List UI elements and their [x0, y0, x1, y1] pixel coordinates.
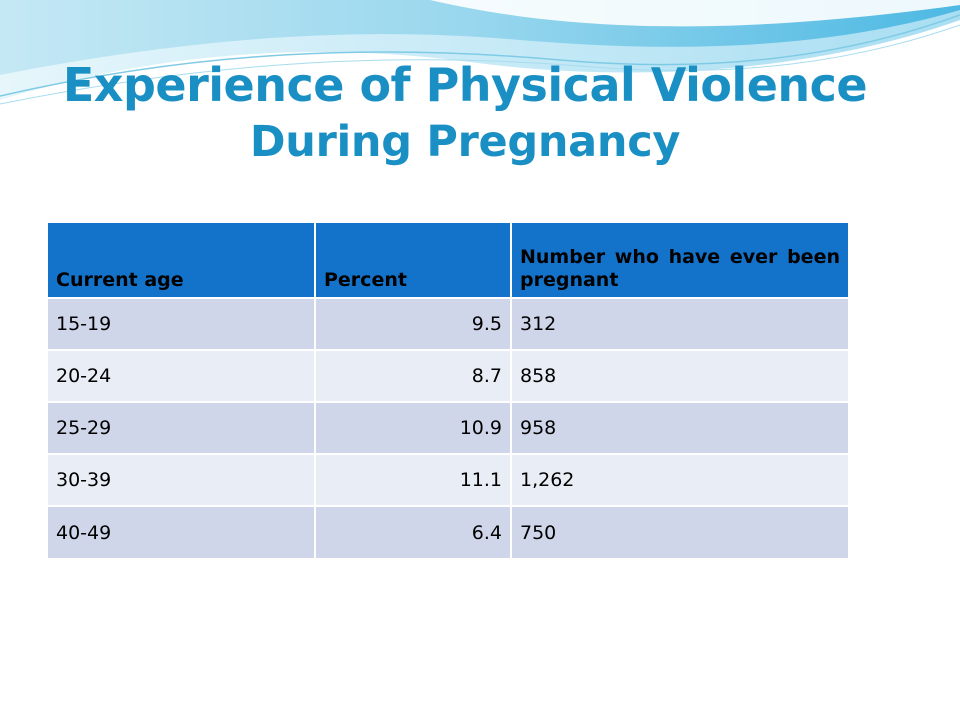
- header-number-pregnant: Number who have ever been pregnant: [511, 223, 848, 298]
- cell-percent: 11.1: [315, 453, 512, 506]
- header-percent: Percent: [315, 223, 512, 298]
- table-row: 25-29 10.9 958: [48, 401, 848, 454]
- slide-title: Experience of Physical Violence During P…: [40, 58, 890, 169]
- slide-title-line-1: Experience of Physical Violence: [62, 58, 868, 112]
- cell-percent: 9.5: [315, 297, 512, 350]
- header-current-age: Current age: [48, 223, 316, 298]
- table-row: 40-49 6.4 750: [48, 505, 848, 558]
- cell-age: 25-29: [48, 401, 316, 454]
- violence-by-age-table: Current age Percent Number who have ever…: [48, 223, 848, 558]
- cell-age: 20-24: [48, 349, 316, 402]
- slide-title-line-2: During Pregnancy: [249, 117, 681, 168]
- cell-age: 40-49: [48, 505, 316, 558]
- table-row: 20-24 8.7 858: [48, 349, 848, 402]
- cell-number: 858: [511, 349, 848, 402]
- table-row: 30-39 11.1 1,262: [48, 453, 848, 506]
- cell-age: 15-19: [48, 297, 316, 350]
- cell-number: 312: [511, 297, 848, 350]
- table-header-row: Current age Percent Number who have ever…: [48, 223, 848, 298]
- cell-percent: 6.4: [315, 505, 512, 558]
- cell-number: 958: [511, 401, 848, 454]
- cell-percent: 8.7: [315, 349, 512, 402]
- cell-number: 1,262: [511, 453, 848, 506]
- decorative-wave-banner: [0, 0, 960, 105]
- cell-age: 30-39: [48, 453, 316, 506]
- table-row: 15-19 9.5 312: [48, 297, 848, 350]
- cell-number: 750: [511, 505, 848, 558]
- cell-percent: 10.9: [315, 401, 512, 454]
